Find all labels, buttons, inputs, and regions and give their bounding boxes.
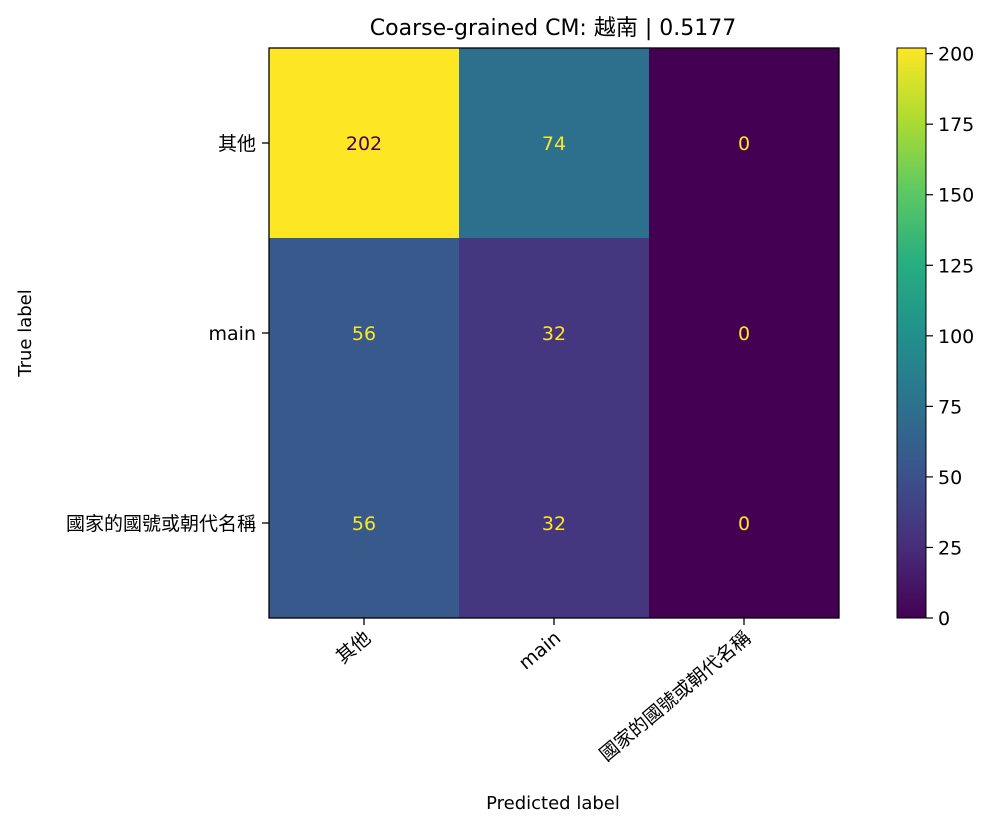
x-tick-label: main [515,627,566,674]
x-axis-ticks: 其他 main 國家的國號或朝代名稱 [332,618,755,766]
colorbar-tick-label: 150 [938,185,974,207]
cell-value-label: 0 [738,513,750,535]
heatmap-cell [459,428,650,619]
colorbar [896,47,927,619]
colorbar-tick-label: 100 [938,326,974,348]
heatmap-cell [269,238,460,429]
colorbar-ticks: 0 25 50 75 100 125 150 175 200 [926,44,974,630]
cell-value-label: 0 [738,133,750,155]
cell-value-label: 32 [542,513,566,535]
cell-value-label: 74 [542,133,566,155]
heatmap-cell [269,428,460,619]
y-tick-label: main [209,323,256,345]
cell-value-label: 202 [346,133,382,155]
colorbar-tick-label: 50 [938,467,962,489]
heatmap-cell [459,48,650,239]
heatmap-cell [649,428,840,619]
y-tick-label: 國家的國號或朝代名稱 [66,513,256,535]
heatmap-cell [649,48,840,239]
x-tick-label: 國家的國號或朝代名稱 [596,627,756,766]
y-tick-label: 其他 [218,133,256,155]
colorbar-tick-label: 175 [938,114,974,136]
cell-value-label: 56 [352,323,376,345]
colorbar-tick-label: 125 [938,255,974,277]
cell-value-label: 32 [542,323,566,345]
x-axis-label: Predicted label [486,793,620,814]
colorbar-tick-label: 75 [938,396,962,418]
x-tick-label: 其他 [332,627,375,668]
cell-value-label: 56 [352,513,376,535]
y-axis-ticks: 其他 main 國家的國號或朝代名稱 [66,133,269,535]
heatmap-cell [649,238,840,429]
heatmap-cells [269,48,840,619]
cell-value-label: 0 [738,323,750,345]
heatmap-cell [269,48,460,239]
heatmap-cell-labels: 202 74 0 56 32 0 56 32 0 [346,133,750,535]
colorbar-tick-label: 200 [938,44,974,66]
colorbar-tick-label: 0 [938,608,950,630]
y-axis-label: True label [15,289,36,378]
heatmap-cell [459,238,650,429]
colorbar-tick-label: 25 [938,537,962,559]
chart-title: Coarse-grained CM: 越南 | 0.5177 [370,16,736,41]
